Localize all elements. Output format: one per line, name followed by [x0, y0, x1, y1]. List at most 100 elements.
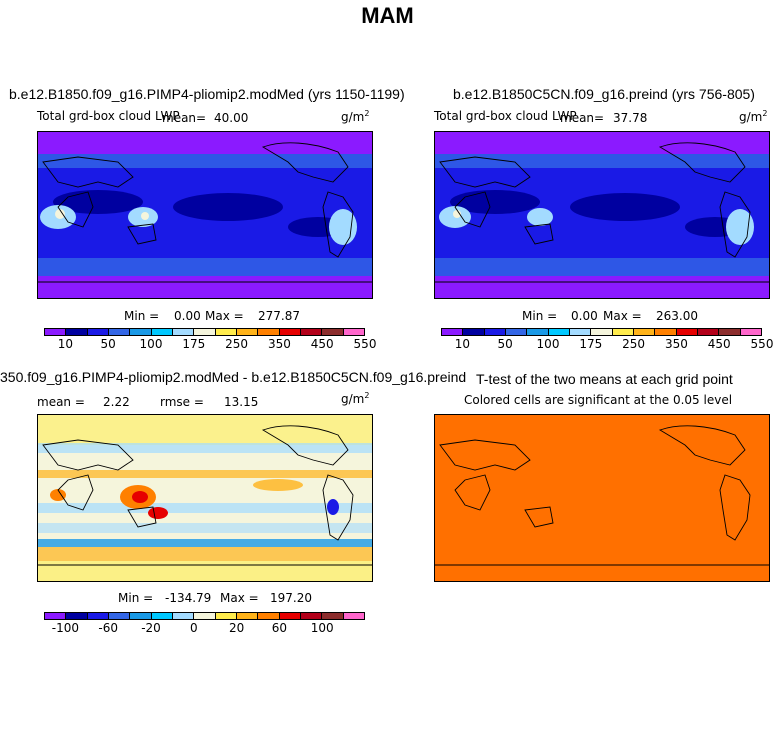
- colorbar-swatch: [258, 329, 280, 335]
- panel3-min-label: Min =: [118, 591, 154, 605]
- colorbar-swatch: [279, 329, 301, 335]
- colorbar-tick-label: 20: [228, 621, 245, 635]
- panel2-max-value: 263.00: [656, 309, 698, 323]
- colorbar-tick-label: 250: [225, 337, 249, 351]
- colorbar-swatch: [279, 613, 301, 619]
- colorbar-swatch: [194, 613, 216, 619]
- panel1-max-label: Max =: [205, 309, 244, 323]
- colorbar-swatch: [655, 329, 677, 335]
- colorbar-swatch: [569, 329, 592, 335]
- colorbar-tick-label: 350: [267, 337, 291, 351]
- colorbar-swatch: [591, 329, 613, 335]
- colorbar-swatch: [66, 329, 88, 335]
- panel1-unit: g/m2: [341, 109, 370, 124]
- panel1-mean-label: mean=: [162, 111, 207, 125]
- panel1-colorbar-ticks: 10 50 100 175 250 350 450 550: [44, 337, 377, 353]
- panel2-map: [434, 131, 770, 299]
- colorbar-swatch: [194, 329, 216, 335]
- colorbar-tick-label: 175: [182, 337, 206, 351]
- colorbar-swatch: [130, 329, 152, 335]
- colorbar-tick-label: 450: [707, 337, 731, 351]
- colorbar-tick-label: 100: [139, 337, 163, 351]
- colorbar-tick-label: 60: [271, 621, 288, 635]
- colorbar-tick-label: 175: [579, 337, 603, 351]
- panel4-ttest-field: [435, 415, 769, 581]
- colorbar-tick-label: -100: [51, 621, 80, 635]
- colorbar-swatch: [45, 613, 67, 619]
- panel3-map: [37, 414, 373, 582]
- colorbar-swatch: [548, 329, 570, 335]
- panel3-rmse-value: 13.15: [224, 395, 259, 409]
- panel3-max-label: Max =: [220, 591, 259, 605]
- panel2-colorbar-ticks: 10 50 100 175 250 350 450 550: [441, 337, 774, 353]
- colorbar-tick-label: 250: [622, 337, 646, 351]
- colorbar-tick-label: 50: [497, 337, 513, 351]
- colorbar-swatch: [527, 329, 549, 335]
- panel1-min-value: 0.00: [174, 309, 201, 323]
- panel3-diff-field: [38, 415, 372, 581]
- panel1-max-value: 277.87: [258, 309, 300, 323]
- colorbar-swatch: [343, 329, 364, 335]
- panel3-max-value: 197.20: [270, 591, 312, 605]
- panel1-min-label: Min =: [124, 309, 160, 323]
- panel2-colorbar: [441, 328, 762, 336]
- colorbar-tick-label: -60: [98, 621, 118, 635]
- panel2-min-label: Min =: [522, 309, 558, 323]
- colorbar-swatch: [87, 329, 109, 335]
- panel4-title: T-test of the two means at each grid poi…: [476, 371, 733, 387]
- colorbar-swatch: [322, 613, 344, 619]
- colorbar-swatch: [300, 329, 323, 335]
- colorbar-swatch: [258, 613, 280, 619]
- colorbar-swatch: [484, 329, 506, 335]
- panel2-mean-value: 37.78: [613, 111, 648, 125]
- colorbar-swatch: [612, 329, 634, 335]
- colorbar-tick-label: 100: [310, 621, 334, 635]
- panel2-min-value: 0.00: [571, 309, 598, 323]
- panel1-mean-value: 40.00: [214, 111, 249, 125]
- colorbar-swatch: [322, 329, 344, 335]
- colorbar-swatch: [87, 613, 109, 619]
- colorbar-swatch: [108, 613, 131, 619]
- colorbar-swatch: [108, 329, 131, 335]
- panel3-mean-label: mean =: [37, 395, 85, 409]
- colorbar-swatch: [236, 613, 259, 619]
- panel4-subtitle: Colored cells are significant at the 0.0…: [464, 393, 733, 407]
- colorbar-tick-label: 0: [189, 621, 198, 635]
- panel2-mean-label: mean=: [560, 111, 605, 125]
- colorbar-tick-label: 550: [750, 337, 774, 351]
- colorbar-swatch: [442, 329, 464, 335]
- panel2-subtitle: Total grd-box cloud LWP: [434, 109, 577, 123]
- panel3-title: 350.f09_g16.PIMP4-pliomip2.modMed - b.e1…: [0, 369, 467, 385]
- colorbar-swatch: [300, 613, 323, 619]
- panel2-unit: g/m2: [739, 109, 768, 124]
- colorbar-swatch: [676, 329, 698, 335]
- colorbar-tick-label: 100: [536, 337, 560, 351]
- panel3-colorbar: [44, 612, 365, 620]
- colorbar-swatch: [45, 329, 67, 335]
- colorbar-swatch: [633, 329, 656, 335]
- colorbar-tick-label: 50: [100, 337, 116, 351]
- colorbar-swatch: [215, 613, 237, 619]
- panel3-min-value: -134.79: [165, 591, 212, 605]
- colorbar-swatch: [505, 329, 528, 335]
- panel3-unit: g/m2: [341, 391, 370, 406]
- colorbar-tick-label: 350: [664, 337, 688, 351]
- colorbar-tick-label: 10: [454, 337, 471, 351]
- colorbar-swatch: [151, 329, 173, 335]
- page-title: MAM: [361, 3, 414, 28]
- colorbar-swatch: [151, 613, 173, 619]
- colorbar-swatch: [343, 613, 364, 619]
- panel1-lwp-field: [38, 132, 372, 298]
- colorbar-tick-label: -20: [141, 621, 161, 635]
- colorbar-swatch: [236, 329, 259, 335]
- colorbar-tick-label: 10: [57, 337, 74, 351]
- panel2-lwp-field: [435, 132, 769, 298]
- colorbar-swatch: [215, 329, 237, 335]
- colorbar-swatch: [719, 329, 741, 335]
- colorbar-swatch: [740, 329, 761, 335]
- panel3-rmse-label: rmse =: [160, 395, 204, 409]
- colorbar-swatch: [130, 613, 152, 619]
- colorbar-tick-label: 450: [310, 337, 334, 351]
- panel1-subtitle: Total grd-box cloud LWP: [37, 109, 180, 123]
- colorbar-swatch: [172, 329, 195, 335]
